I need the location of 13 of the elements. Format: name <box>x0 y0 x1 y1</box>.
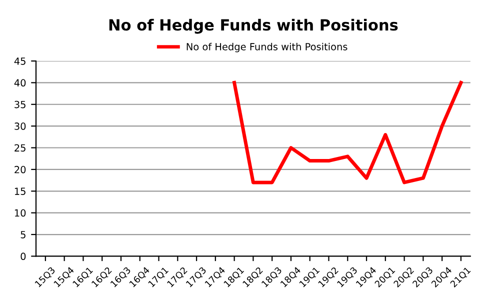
y-tick-label: 40 <box>14 79 26 87</box>
line-series <box>232 80 463 184</box>
y-tick-label: 5 <box>20 231 26 238</box>
chart-title: No of Hedge Funds with Positions <box>109 18 398 34</box>
y-tick-label: 10 <box>14 209 26 217</box>
y-tick-label: 20 <box>14 166 26 174</box>
y-tick-label: 0 <box>20 252 26 260</box>
y-tick-label: 45 <box>14 58 26 65</box>
y-tick-label: 35 <box>14 100 26 108</box>
legend-label: No of Hedge Funds with Positions <box>186 42 348 52</box>
y-tick-label: 30 <box>14 122 26 130</box>
y-tick-label: 15 <box>14 188 26 195</box>
y-tick-label: 25 <box>14 144 26 152</box>
